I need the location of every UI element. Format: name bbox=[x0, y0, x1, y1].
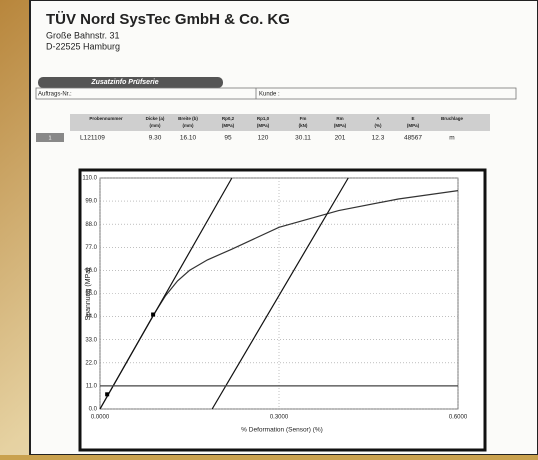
marker bbox=[151, 313, 155, 317]
table-cell: m bbox=[449, 135, 454, 142]
column-unit: (MPa) bbox=[222, 123, 235, 128]
column-unit: (MPa) bbox=[334, 123, 347, 128]
y-tick-label: 66.0 bbox=[85, 268, 97, 274]
column-name: Bruchlage bbox=[441, 116, 464, 121]
order-label: Auftrags-Nr.: bbox=[38, 92, 72, 98]
column-name: Probennummer bbox=[89, 116, 123, 121]
column-name: Breite (b) bbox=[178, 116, 198, 121]
x-axis-label: % Deformation (Sensor) (%) bbox=[241, 427, 323, 434]
column-name: E bbox=[411, 116, 414, 121]
table-cell: 201 bbox=[335, 135, 346, 142]
document: TÜV Nord SysTec GmbH & Co. KG Große Bahn… bbox=[0, 0, 538, 455]
table-cell: 120 bbox=[258, 135, 269, 142]
info-title: Zusatzinfo Prüfserie bbox=[90, 79, 158, 86]
column-unit: (mm) bbox=[183, 123, 195, 128]
marker bbox=[105, 392, 109, 396]
x-tick-label: 0.3000 bbox=[270, 415, 289, 421]
column-unit: (kN) bbox=[299, 123, 308, 128]
column-unit: (%) bbox=[375, 123, 382, 128]
y-tick-label: 88.0 bbox=[85, 222, 97, 228]
table-header bbox=[70, 114, 490, 131]
table-cell: L121109 bbox=[80, 135, 105, 142]
customer-label: Kunde : bbox=[259, 92, 280, 98]
y-tick-label: 110.0 bbox=[82, 176, 97, 182]
column-name: Fm bbox=[300, 116, 307, 121]
table-cell: 48567 bbox=[404, 135, 422, 142]
column-name: Rp1,0 bbox=[257, 116, 270, 121]
table-cell: 9.30 bbox=[149, 135, 162, 142]
table-cell: 30.11 bbox=[295, 135, 311, 142]
y-tick-label: 33.0 bbox=[85, 337, 97, 343]
column-unit: (MPa) bbox=[407, 123, 420, 128]
table-cell: 12.3 bbox=[372, 135, 385, 142]
y-tick-label: 99.0 bbox=[85, 199, 97, 205]
y-tick-label: 44.0 bbox=[85, 314, 97, 320]
table-cell: 16.10 bbox=[180, 135, 197, 142]
y-tick-label: 11.0 bbox=[86, 383, 98, 389]
row-index: 1 bbox=[48, 135, 51, 141]
y-tick-label: 22.0 bbox=[85, 360, 97, 366]
city: D-22525 Hamburg bbox=[46, 41, 120, 51]
y-tick-label: 77.0 bbox=[85, 245, 97, 251]
column-unit: (MPa) bbox=[257, 123, 270, 128]
y-tick-label: 55.0 bbox=[85, 291, 97, 297]
column-name: Rm bbox=[336, 116, 343, 121]
page: TÜV Nord SysTec GmbH & Co. KG Große Bahn… bbox=[0, 0, 538, 455]
street: Große Bahnstr. 31 bbox=[46, 30, 120, 40]
chart-frame bbox=[80, 170, 485, 450]
table-cell: 95 bbox=[224, 135, 232, 142]
x-tick-label: 0.0000 bbox=[91, 415, 110, 421]
column-name: Rp0,2 bbox=[222, 116, 235, 121]
x-tick-label: 0.6000 bbox=[449, 415, 468, 421]
column-unit: (mm) bbox=[150, 123, 162, 128]
company: TÜV Nord SysTec GmbH & Co. KG bbox=[46, 11, 290, 28]
y-tick-label: 0.0 bbox=[89, 407, 98, 413]
column-name: Dicke (a) bbox=[146, 116, 165, 121]
